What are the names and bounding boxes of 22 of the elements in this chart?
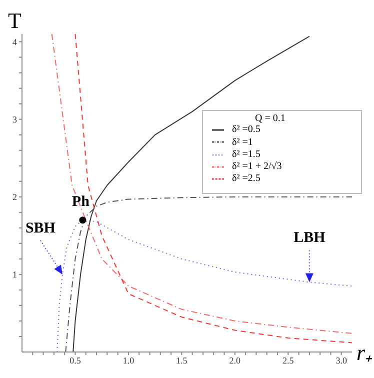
y-axis-title: T bbox=[8, 8, 22, 34]
y-tick-label: 1 bbox=[12, 270, 17, 280]
x-tick-label: 1.0 bbox=[122, 355, 135, 366]
y-tick-label: 2 bbox=[12, 192, 17, 202]
x-tick-label: 0.5 bbox=[70, 355, 82, 366]
annotation: Ph bbox=[72, 194, 90, 210]
y-tick-label: 3 bbox=[12, 114, 18, 125]
y-tick-label: 4 bbox=[12, 36, 18, 47]
legend-title: Q = 0.1 bbox=[255, 113, 286, 125]
legend-label: δ² =1.5 bbox=[232, 148, 260, 160]
line-series bbox=[65, 196, 352, 352]
x-tick-label: 2.0 bbox=[229, 355, 242, 366]
x-axis-title: r₊ bbox=[356, 339, 372, 366]
annotation: SBH bbox=[25, 220, 56, 236]
legend-label: δ² =1 bbox=[232, 136, 253, 148]
legend-label: δ² =2.5 bbox=[232, 173, 260, 184]
annotation: LBH bbox=[294, 230, 326, 246]
legend-label: δ² =1 + 2/√3 bbox=[232, 161, 282, 172]
x-tick-label: 2.5 bbox=[282, 355, 294, 366]
x-tick-label: 3.0 bbox=[336, 355, 348, 366]
x-tick-label: 1.5 bbox=[176, 355, 188, 366]
legend-label: δ² =0.5 bbox=[232, 124, 260, 136]
